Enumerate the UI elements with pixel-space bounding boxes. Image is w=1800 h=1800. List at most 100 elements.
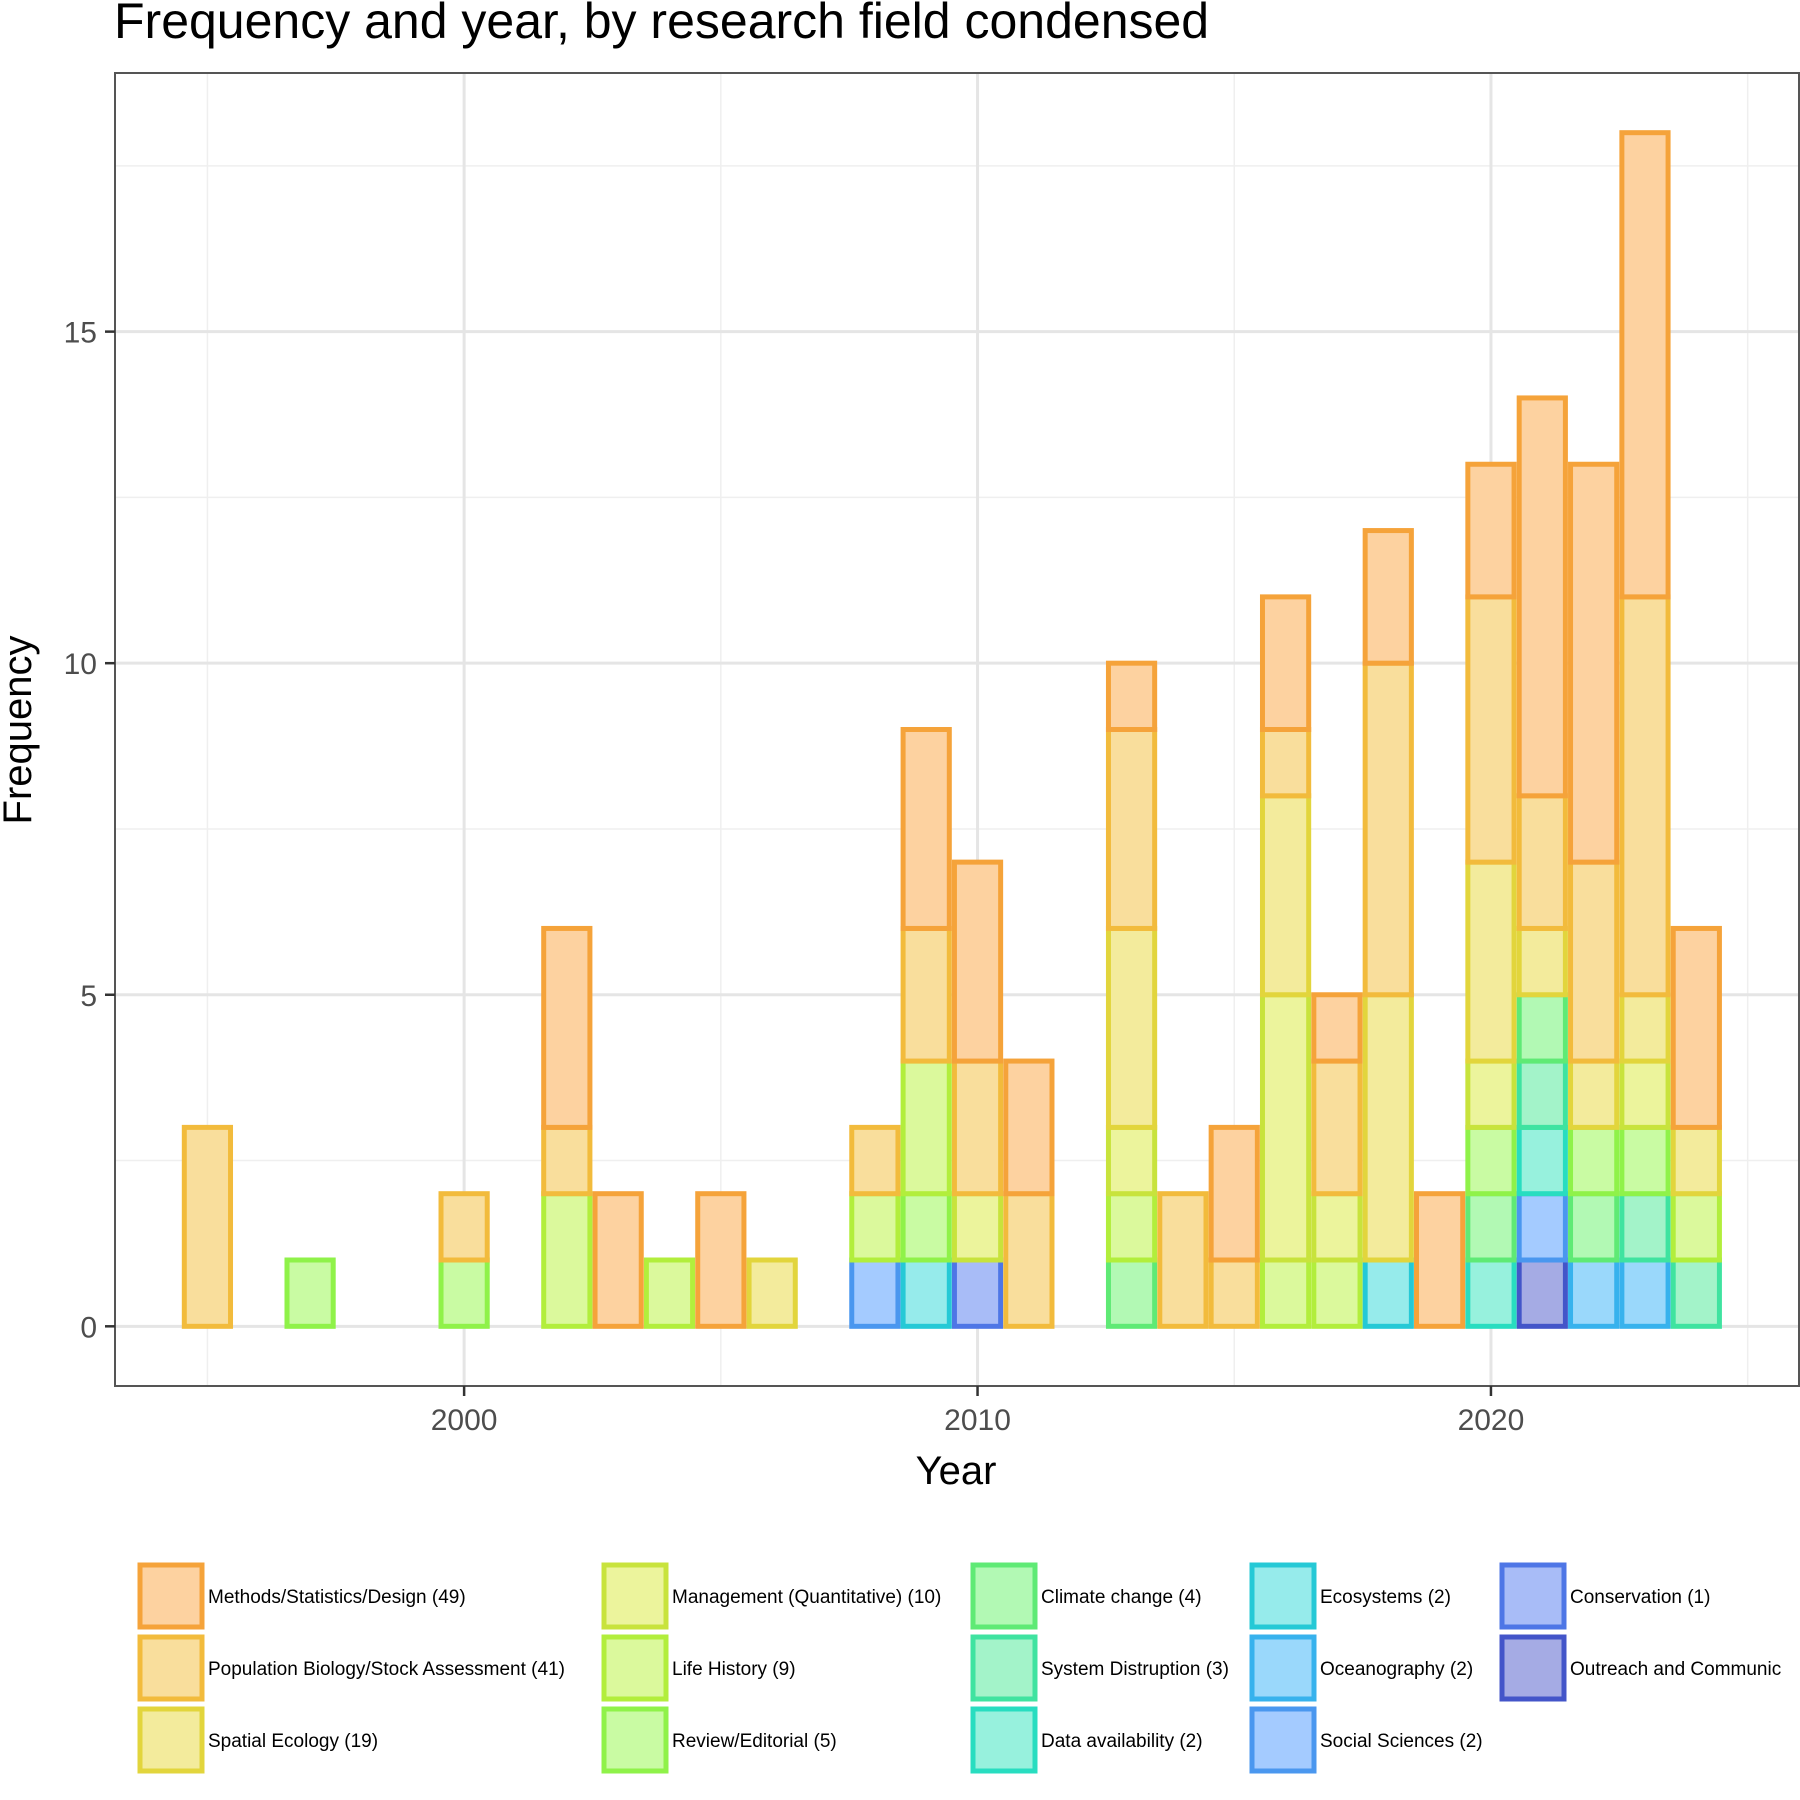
legend-key [137, 1562, 205, 1630]
bar-segment [900, 1257, 952, 1329]
bar-segment [1516, 395, 1568, 799]
bar-segment [1465, 1191, 1517, 1263]
bar-segment [849, 1124, 901, 1197]
bar-segment [951, 1191, 1004, 1263]
bar-segment [1362, 1257, 1414, 1329]
bar-segment [1568, 461, 1620, 865]
bar-segment [284, 1257, 336, 1329]
legend-label: Outreach and Communic [1570, 1659, 1781, 1680]
bar-segment [951, 1257, 1004, 1329]
x-tick-label: 2010 [944, 1404, 1011, 1437]
legend-label: Climate change (4) [1041, 1587, 1202, 1608]
bar-segment [1516, 992, 1568, 1064]
legend-label: Ecosystems (2) [1320, 1587, 1451, 1608]
bar-segment [1259, 1257, 1312, 1329]
bar-segment [1670, 1191, 1722, 1263]
bar-segment [1568, 859, 1620, 1064]
legend-label: Oceanography (2) [1320, 1659, 1473, 1680]
legend-label: Management (Quantitative) (10) [672, 1587, 941, 1608]
legend-key [1499, 1562, 1567, 1630]
y-axis: 0 5 10 15 [64, 317, 115, 1344]
bar-segment [1105, 1124, 1158, 1197]
bar-segment [643, 1257, 696, 1329]
legend-key [970, 1706, 1038, 1774]
bar-segment [849, 1191, 901, 1263]
bar-segment [695, 1191, 747, 1329]
bar-segment [1465, 594, 1517, 865]
bar-segment [1362, 992, 1414, 1263]
bar-segment [1619, 992, 1671, 1064]
legend-label: System Distruption (3) [1041, 1659, 1229, 1680]
bar-segment [181, 1124, 234, 1329]
legend-key [601, 1562, 669, 1630]
y-axis-title: Frequency [0, 636, 40, 825]
legend: Methods/Statistics/Design (49) Population… [137, 1562, 1781, 1774]
legend-label: Conservation (1) [1570, 1587, 1710, 1608]
legend-label: Spatial Ecology (19) [208, 1731, 378, 1752]
bar-segment [1362, 660, 1414, 998]
legend-label: Review/Editorial (5) [672, 1731, 837, 1752]
bar-segment [746, 1257, 798, 1329]
y-tick-label: 5 [80, 980, 97, 1013]
bar-segment [951, 1058, 1004, 1197]
bar-segment [1619, 1257, 1671, 1329]
chart-title: Frequency and year, by research field co… [114, 0, 1209, 49]
bar-segment [1670, 1124, 1722, 1197]
bar-segment [1003, 1191, 1055, 1329]
bar-segment [1208, 1257, 1260, 1329]
bar-segment [900, 1191, 952, 1263]
bar-segment [1311, 1191, 1363, 1263]
bar-segment [1619, 130, 1671, 600]
bar-segment [1105, 727, 1158, 931]
bar-segment [1157, 1191, 1209, 1329]
bar-segment [1568, 1058, 1620, 1130]
bar-segment [1568, 1124, 1620, 1197]
bar-segment [1568, 1191, 1620, 1263]
bar-segment [900, 727, 952, 931]
bar-segment [1311, 1257, 1363, 1329]
bar-segment [1362, 528, 1414, 666]
legend-key [1499, 1634, 1567, 1702]
bars [181, 130, 1722, 1329]
bar-segment [592, 1191, 644, 1329]
legend-key [137, 1706, 205, 1774]
bar-segment [1311, 1058, 1363, 1197]
bar-segment [1516, 1124, 1568, 1197]
bar-segment [438, 1191, 490, 1263]
bar-segment [541, 1191, 593, 1329]
y-tick-label: 15 [64, 317, 97, 350]
bar-segment [1465, 1124, 1517, 1197]
legend-label: Life History (9) [672, 1659, 796, 1680]
bar-segment [1619, 1191, 1671, 1263]
bar-segment [900, 925, 952, 1064]
legend-label: Social Sciences (2) [1320, 1731, 1483, 1752]
y-tick-label: 10 [64, 648, 97, 681]
bar-segment [1414, 1191, 1466, 1329]
bar-segment [1516, 1191, 1568, 1263]
bar-segment [1259, 793, 1312, 998]
bar-segment [1516, 1058, 1568, 1130]
bar-segment [1619, 594, 1671, 998]
bar-segment [1619, 1058, 1671, 1130]
bar-segment [1465, 461, 1517, 600]
x-axis-title: Year [916, 1449, 997, 1493]
bar-segment [1105, 1257, 1158, 1329]
bar-segment [1259, 992, 1312, 1263]
bar-segment [849, 1257, 901, 1329]
bar-segment [1105, 1191, 1158, 1263]
legend-key [137, 1634, 205, 1702]
legend-key [1249, 1634, 1317, 1702]
bar-segment [1619, 1124, 1671, 1197]
bar-segment [1670, 1257, 1722, 1329]
bar-segment [1516, 925, 1568, 998]
bar-segment [1259, 594, 1312, 732]
x-tick-label: 2000 [431, 1404, 498, 1437]
bar-segment [1311, 992, 1363, 1064]
legend-key [970, 1634, 1038, 1702]
legend-key [970, 1562, 1038, 1630]
legend-key [1249, 1706, 1317, 1774]
bar-segment [1105, 925, 1158, 1130]
bar-segment [1259, 727, 1312, 799]
bar-segment [1670, 925, 1722, 1130]
